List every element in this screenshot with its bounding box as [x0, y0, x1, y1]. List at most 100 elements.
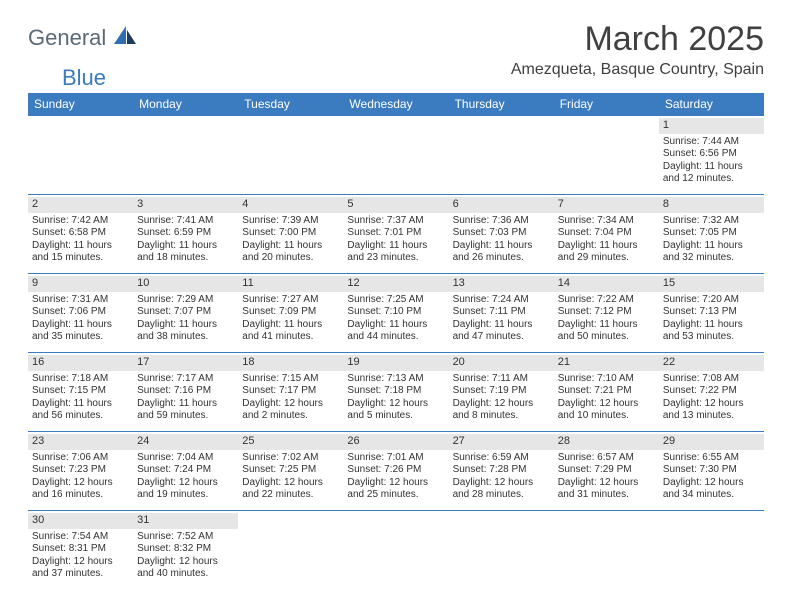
daylight-text: Daylight: 12 hours and 25 minutes. — [347, 477, 444, 502]
daylight-text: Daylight: 12 hours and 31 minutes. — [558, 477, 655, 502]
sunset-text: Sunset: 7:15 PM — [32, 385, 129, 398]
sunset-text: Sunset: 7:01 PM — [347, 227, 444, 240]
blank-cell — [238, 116, 343, 195]
sunset-text: Sunset: 7:22 PM — [663, 385, 760, 398]
daylight-text: Daylight: 12 hours and 28 minutes. — [453, 477, 550, 502]
day-cell: 2Sunrise: 7:42 AMSunset: 6:58 PMDaylight… — [28, 195, 133, 274]
day-number: 18 — [238, 355, 343, 371]
sunrise-text: Sunrise: 7:44 AM — [663, 136, 760, 149]
day-number: 25 — [238, 434, 343, 450]
sunset-text: Sunset: 7:13 PM — [663, 306, 760, 319]
week-row: 2 Sunrise: 7:42 AMSunset: 6:58 PM Daylight… — [28, 195, 764, 274]
sunrise-text: Sunrise: 7:42 AM — [32, 215, 129, 228]
sunset-text: Sunset: 7:18 PM — [347, 385, 444, 398]
daylight-text: Daylight: 12 hours and 22 minutes. — [242, 477, 339, 502]
sunrise-text: Sunrise: 7:31 AM — [32, 294, 129, 307]
dow-wednesday: Wednesday — [343, 93, 448, 116]
day-number: 7 — [554, 197, 659, 213]
logo-text-general: General — [28, 25, 106, 51]
sunset-text: Sunset: 7:26 PM — [347, 464, 444, 477]
sunrise-text: Sunrise: 7:27 AM — [242, 294, 339, 307]
blank-cell — [343, 511, 448, 590]
sunrise-text: Sunrise: 6:59 AM — [453, 452, 550, 465]
sunrise-text: Sunrise: 7:41 AM — [137, 215, 234, 228]
daylight-text: Daylight: 12 hours and 13 minutes. — [663, 398, 760, 423]
sunset-text: Sunset: 7:16 PM — [137, 385, 234, 398]
sunrise-text: Sunrise: 7:11 AM — [453, 373, 550, 386]
sunrise-text: Sunrise: 7:39 AM — [242, 215, 339, 228]
day-cell: 21Sunrise: 7:10 AMSunset: 7:21 PMDayligh… — [554, 353, 659, 432]
day-cell: 23Sunrise: 7:06 AMSunset: 7:23 PMDayligh… — [28, 432, 133, 511]
day-number: 2 — [28, 197, 133, 213]
sunset-text: Sunset: 6:58 PM — [32, 227, 129, 240]
sunset-text: Sunset: 7:23 PM — [32, 464, 129, 477]
sunset-text: Sunset: 7:30 PM — [663, 464, 760, 477]
day-cell: 28Sunrise: 6:57 AMSunset: 7:29 PMDayligh… — [554, 432, 659, 511]
day-number: 31 — [133, 513, 238, 529]
day-number: 1 — [659, 118, 764, 134]
blank-cell — [659, 511, 764, 590]
day-cell: 27 Sunrise: 6:59 AMSunset: 7:28 PMDayligh… — [449, 432, 554, 511]
daylight-text: Daylight: 12 hours and 40 minutes. — [137, 556, 234, 581]
day-number: 30 — [28, 513, 133, 529]
day-cell: 6Sunrise: 7:36 AMSunset: 7:03 PMDaylight… — [449, 195, 554, 274]
day-number: 20 — [449, 355, 554, 371]
day-number: 27 — [449, 434, 554, 450]
day-cell: 29Sunrise: 6:55 AMSunset: 7:30 PMDayligh… — [659, 432, 764, 511]
sunset-text: Sunset: 7:09 PM — [242, 306, 339, 319]
sunset-text: Sunset: 7:28 PM — [453, 464, 550, 477]
day-cell: 3Sunrise: 7:41 AMSunset: 6:59 PMDaylight… — [133, 195, 238, 274]
day-cell: 5Sunrise: 7:37 AMSunset: 7:01 PMDaylight… — [343, 195, 448, 274]
dow-friday: Friday — [554, 93, 659, 116]
day-number: 8 — [659, 197, 764, 213]
daylight-text: Daylight: 11 hours and 23 minutes. — [347, 240, 444, 265]
sunrise-text: Sunrise: 7:25 AM — [347, 294, 444, 307]
sunrise-text: Sunrise: 7:37 AM — [347, 215, 444, 228]
daylight-text: Daylight: 11 hours and 35 minutes. — [32, 319, 129, 344]
day-cell: 20 Sunrise: 7:11 AMSunset: 7:19 PMDayligh… — [449, 353, 554, 432]
daylight-text: Daylight: 12 hours and 8 minutes. — [453, 398, 550, 423]
daylight-text: Daylight: 11 hours and 53 minutes. — [663, 319, 760, 344]
sunrise-text: Sunrise: 7:36 AM — [453, 215, 550, 228]
daylight-text: Daylight: 11 hours and 41 minutes. — [242, 319, 339, 344]
sunset-text: Sunset: 7:11 PM — [453, 306, 550, 319]
day-cell: 11 Sunrise: 7:27 AMSunset: 7:09 PMDayligh… — [238, 274, 343, 353]
day-cell: 24Sunrise: 7:04 AMSunset: 7:24 PMDayligh… — [133, 432, 238, 511]
sunset-text: Sunset: 7:17 PM — [242, 385, 339, 398]
day-cell: 13Sunrise: 7:24 AMSunset: 7:11 PMDayligh… — [449, 274, 554, 353]
sunrise-text: Sunrise: 7:34 AM — [558, 215, 655, 228]
sunrise-text: Sunrise: 7:10 AM — [558, 373, 655, 386]
sunset-text: Sunset: 7:05 PM — [663, 227, 760, 240]
sunrise-text: Sunrise: 7:24 AM — [453, 294, 550, 307]
sunrise-text: Sunrise: 7:02 AM — [242, 452, 339, 465]
day-number: 11 — [238, 276, 343, 292]
blank-cell — [449, 116, 554, 195]
sunset-text: Sunset: 7:04 PM — [558, 227, 655, 240]
day-number: 24 — [133, 434, 238, 450]
blank-cell — [449, 511, 554, 590]
sunset-text: Sunset: 7:07 PM — [137, 306, 234, 319]
sail-icon — [112, 24, 138, 51]
sunrise-text: Sunrise: 7:32 AM — [663, 215, 760, 228]
blank-cell — [343, 116, 448, 195]
sunset-text: Sunset: 7:24 PM — [137, 464, 234, 477]
day-number: 3 — [133, 197, 238, 213]
day-cell: 9Sunrise: 7:31 AMSunset: 7:06 PMDaylight… — [28, 274, 133, 353]
day-cell: 15Sunrise: 7:20 AMSunset: 7:13 PMDayligh… — [659, 274, 764, 353]
blank-cell — [554, 511, 659, 590]
sunset-text: Sunset: 7:19 PM — [453, 385, 550, 398]
day-cell: 30Sunrise: 7:54 AMSunset: 8:31 PMDayligh… — [28, 511, 133, 590]
day-cell: 12Sunrise: 7:25 AMSunset: 7:10 PMDayligh… — [343, 274, 448, 353]
day-number: 21 — [554, 355, 659, 371]
day-number: 26 — [343, 434, 448, 450]
week-row: 1Sunrise: 7:44 AMSunset: 6:56 PMDaylight… — [28, 116, 764, 195]
sunset-text: Sunset: 6:59 PM — [137, 227, 234, 240]
daylight-text: Daylight: 11 hours and 50 minutes. — [558, 319, 655, 344]
dow-saturday: Saturday — [659, 93, 764, 116]
daylight-text: Daylight: 11 hours and 12 minutes. — [663, 161, 760, 186]
week-row: 9Sunrise: 7:31 AMSunset: 7:06 PMDaylight… — [28, 274, 764, 353]
sunrise-text: Sunrise: 7:17 AM — [137, 373, 234, 386]
dow-sunday: Sunday — [28, 93, 133, 116]
sunrise-text: Sunrise: 7:20 AM — [663, 294, 760, 307]
day-number: 19 — [343, 355, 448, 371]
